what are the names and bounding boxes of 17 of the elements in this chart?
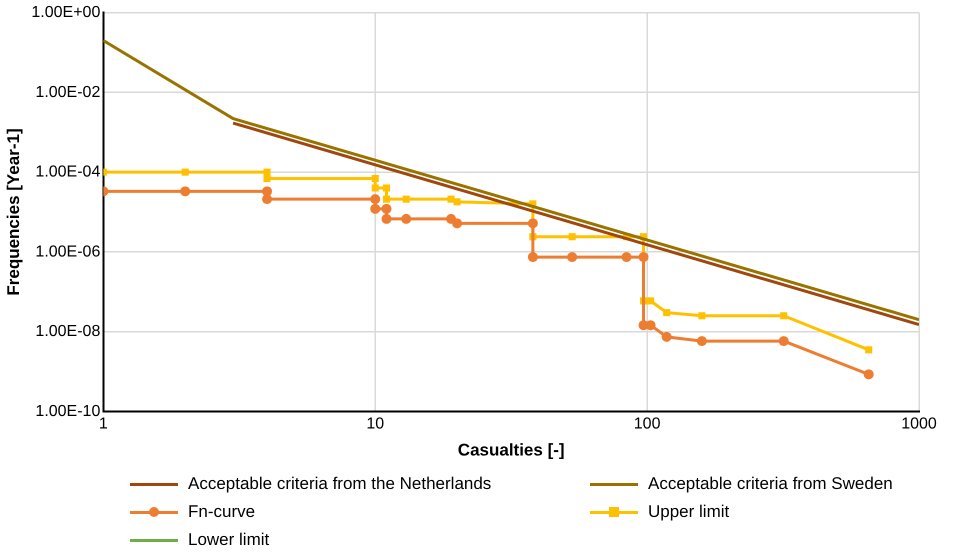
y-tick-label: 1.00E-04: [35, 164, 100, 181]
y-tick-label: 1.00E-08: [35, 323, 100, 340]
x-tick-label: 10: [366, 415, 384, 432]
y-tick-label: 1.00E+00: [31, 4, 100, 22]
y-tick-label: 1.00E-06: [35, 243, 100, 260]
x-tick-label: 1: [98, 415, 108, 432]
y-axis-title: Frequencies [Year-1]: [4, 128, 23, 296]
legend-label: Acceptable criteria from the Netherlands: [188, 474, 492, 494]
x-axis-title: Casualties [-]: [458, 440, 565, 460]
legend-label: Upper limit: [648, 502, 730, 522]
y-tick-label: 1.00E-02: [35, 84, 100, 101]
legend-label: Lower limit: [188, 530, 270, 550]
legend-label: Acceptable criteria from Sweden: [648, 474, 893, 494]
y-tick-label: 1.00E-10: [35, 402, 100, 420]
x-tick-label: 1000: [901, 415, 937, 432]
x-tick-label: 100: [634, 415, 661, 432]
legend-label: Fn-curve: [188, 502, 256, 522]
